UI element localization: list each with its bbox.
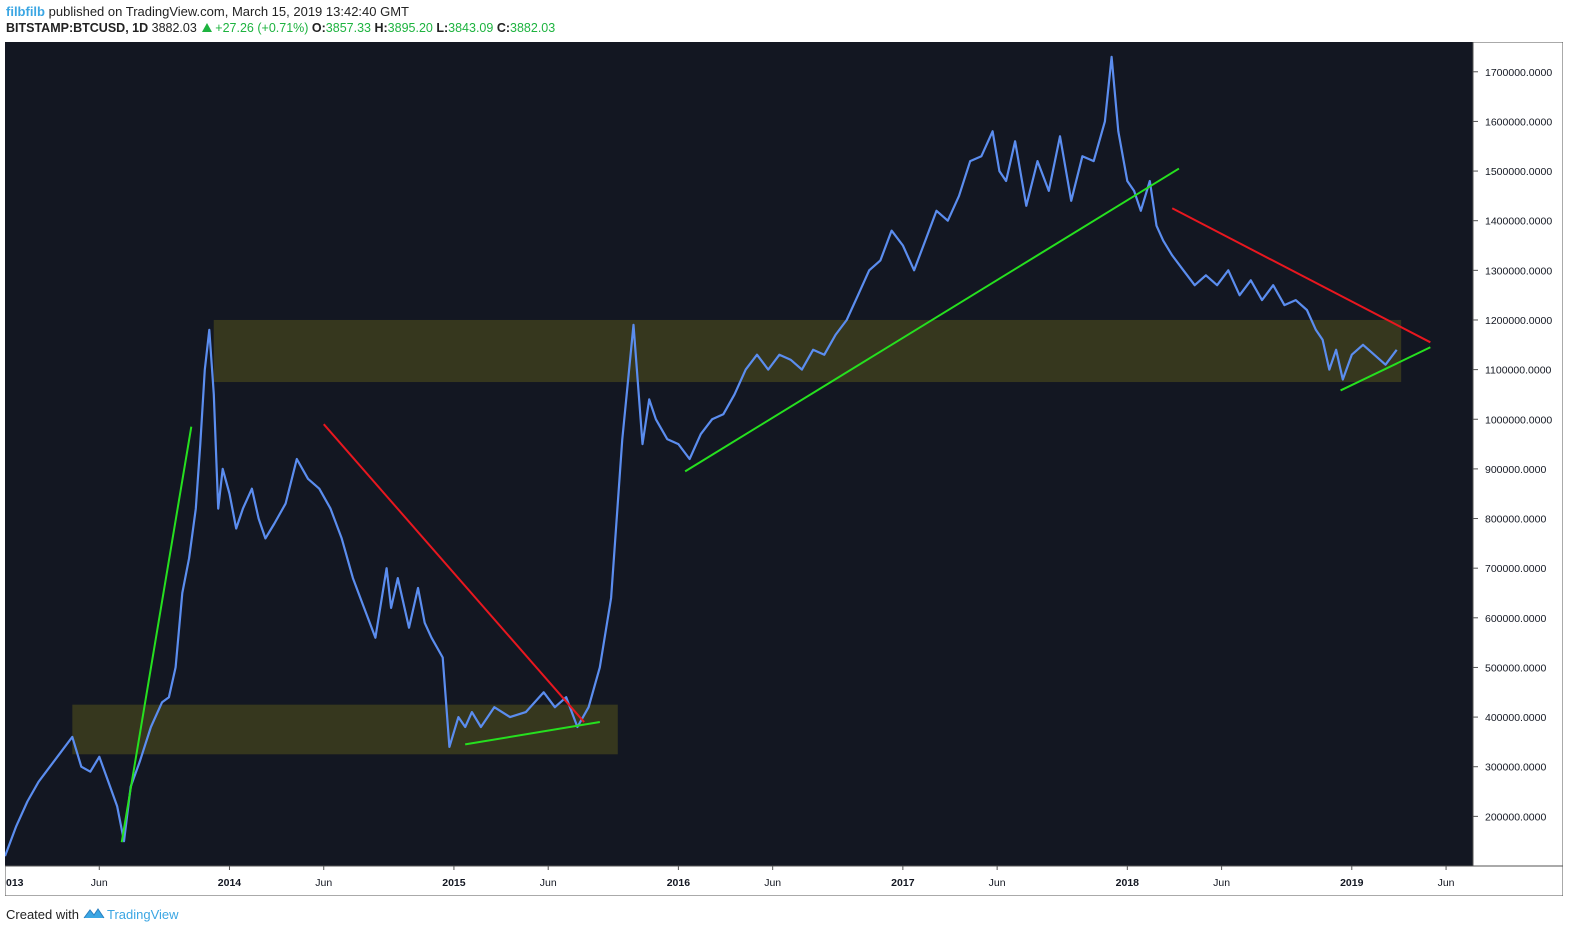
tradingview-logo-icon xyxy=(83,906,105,923)
price-tick-label: 500000.0000 xyxy=(1485,662,1546,674)
time-tick-label: Jun xyxy=(315,877,332,889)
arrow-up-icon xyxy=(202,23,213,32)
price-chart[interactable]: 200000.0000 300000.0000 400000.0000 500000.… xyxy=(5,42,1563,896)
high-label: H: xyxy=(374,21,388,35)
trendline-support-4[interactable] xyxy=(684,167,1180,473)
time-tick-label: 2015 xyxy=(442,877,466,889)
price-tick-label: 700000.0000 xyxy=(1485,563,1546,575)
published-text: published on TradingView.com, March 15, … xyxy=(48,4,409,19)
price-tick-label: 1300000.0000 xyxy=(1485,265,1552,277)
close-value: 3882.03 xyxy=(510,21,556,35)
time-tick-label: 2016 xyxy=(667,877,691,889)
time-tick-label: Jun xyxy=(764,877,781,889)
tradingview-brand-link[interactable]: TradingView xyxy=(106,907,179,922)
price-change: +27.26 (+0.71%) xyxy=(215,21,309,35)
price-tick-label: 300000.0000 xyxy=(1485,762,1546,774)
time-tick-label: Jun xyxy=(91,877,108,889)
time-tick-label: 2018 xyxy=(1116,877,1140,889)
price-axis-panel xyxy=(1472,42,1563,867)
price-zone-2 xyxy=(213,319,1402,383)
low-label: L: xyxy=(436,21,449,35)
symbol-label: BITSTAMP:BTCUSD, 1D xyxy=(6,21,149,35)
time-tick-label: 013 xyxy=(6,877,24,889)
trendline-support-1[interactable] xyxy=(120,426,193,843)
trendline-resistance-2[interactable] xyxy=(322,423,585,723)
time-axis-panel xyxy=(5,865,1563,896)
price-zone-1 xyxy=(72,704,618,755)
time-tick-label: Jun xyxy=(540,877,557,889)
close-label: C: xyxy=(496,21,511,35)
price-line[interactable] xyxy=(5,55,1398,857)
price-tick-label: 1600000.0000 xyxy=(1485,116,1552,128)
time-tick-label: 2014 xyxy=(218,877,242,889)
time-tick-label: Jun xyxy=(1438,877,1455,889)
price-tick-label: 800000.0000 xyxy=(1485,514,1546,526)
author-name[interactable]: filbfilb xyxy=(6,4,45,19)
price-tick-label: 600000.0000 xyxy=(1485,613,1546,625)
low-value: 3843.09 xyxy=(448,21,494,35)
time-tick-label: 2017 xyxy=(891,877,915,889)
time-tick-label: 2019 xyxy=(1340,877,1364,889)
price-tick-label: 1400000.0000 xyxy=(1485,216,1552,228)
price-tick-label: 400000.0000 xyxy=(1485,712,1546,724)
price-tick-label: 1200000.0000 xyxy=(1485,315,1552,327)
footer: Created with TradingView xyxy=(6,906,179,923)
trendline-support-6[interactable] xyxy=(1340,346,1431,392)
high-value: 3895.20 xyxy=(387,21,433,35)
header-line-2: BITSTAMP:BTCUSD, 1D 3882.03 +27.26 (+0.7… xyxy=(6,21,555,35)
last-price: 3882.03 xyxy=(151,21,197,35)
open-value: 3857.33 xyxy=(325,21,371,35)
trendline-resistance-5[interactable] xyxy=(1171,207,1431,344)
price-tick-label: 900000.0000 xyxy=(1485,464,1546,476)
price-tick-label: 1000000.0000 xyxy=(1485,414,1552,426)
price-tick-label: 200000.0000 xyxy=(1485,811,1546,823)
header-line-1: filbfilb published on TradingView.com, M… xyxy=(6,4,409,19)
open-label: O: xyxy=(311,21,326,35)
time-tick-label: Jun xyxy=(1213,877,1230,889)
price-tick-label: 1100000.0000 xyxy=(1485,365,1552,377)
price-tick-label: 1700000.0000 xyxy=(1485,67,1552,79)
time-tick-label: Jun xyxy=(989,877,1006,889)
price-tick-label: 1500000.0000 xyxy=(1485,166,1552,178)
created-with-label: Created with xyxy=(6,907,79,922)
trendline-support-3[interactable] xyxy=(464,721,600,746)
